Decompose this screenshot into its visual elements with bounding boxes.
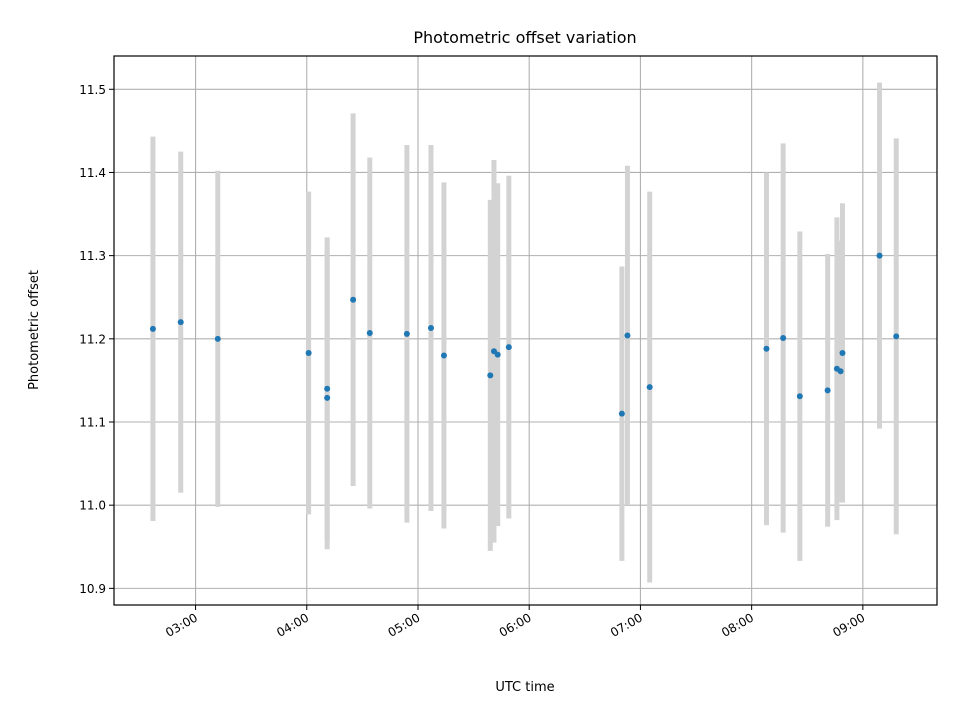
data-point bbox=[305, 349, 312, 356]
data-point bbox=[214, 335, 221, 342]
y-axis-label: Photometric offset bbox=[27, 270, 42, 390]
data-point bbox=[487, 372, 494, 379]
data-point bbox=[505, 344, 512, 351]
data-point bbox=[177, 319, 184, 326]
data-point bbox=[149, 325, 156, 332]
y-tick-label: 11.4 bbox=[79, 166, 106, 180]
data-point bbox=[618, 410, 625, 417]
y-tick-label: 11.2 bbox=[79, 332, 106, 346]
data-point bbox=[366, 329, 373, 336]
data-point bbox=[646, 384, 653, 391]
chart-title: Photometric offset variation bbox=[413, 28, 636, 47]
data-point bbox=[440, 352, 447, 359]
data-point bbox=[624, 332, 631, 339]
data-point bbox=[324, 394, 331, 401]
y-tick-label: 11.3 bbox=[79, 249, 106, 263]
data-point bbox=[780, 334, 787, 341]
data-point bbox=[324, 385, 331, 392]
y-tick-label: 11.5 bbox=[79, 83, 106, 97]
data-point bbox=[796, 393, 803, 400]
data-point bbox=[824, 387, 831, 394]
data-point bbox=[837, 368, 844, 375]
data-point bbox=[350, 296, 357, 303]
data-point bbox=[893, 333, 900, 340]
data-point bbox=[839, 349, 846, 356]
data-point bbox=[494, 351, 501, 358]
data-points bbox=[149, 252, 900, 417]
x-axis-label: UTC time bbox=[495, 680, 554, 695]
y-tick-label: 10.9 bbox=[79, 582, 106, 596]
y-tick-label: 11.1 bbox=[79, 416, 106, 430]
data-point bbox=[403, 330, 410, 337]
data-point bbox=[427, 325, 434, 332]
grid bbox=[114, 56, 937, 605]
plot-area-frame bbox=[113, 55, 938, 606]
y-tick-label: 11.0 bbox=[79, 499, 106, 513]
data-point bbox=[763, 345, 770, 352]
data-point bbox=[876, 252, 883, 259]
